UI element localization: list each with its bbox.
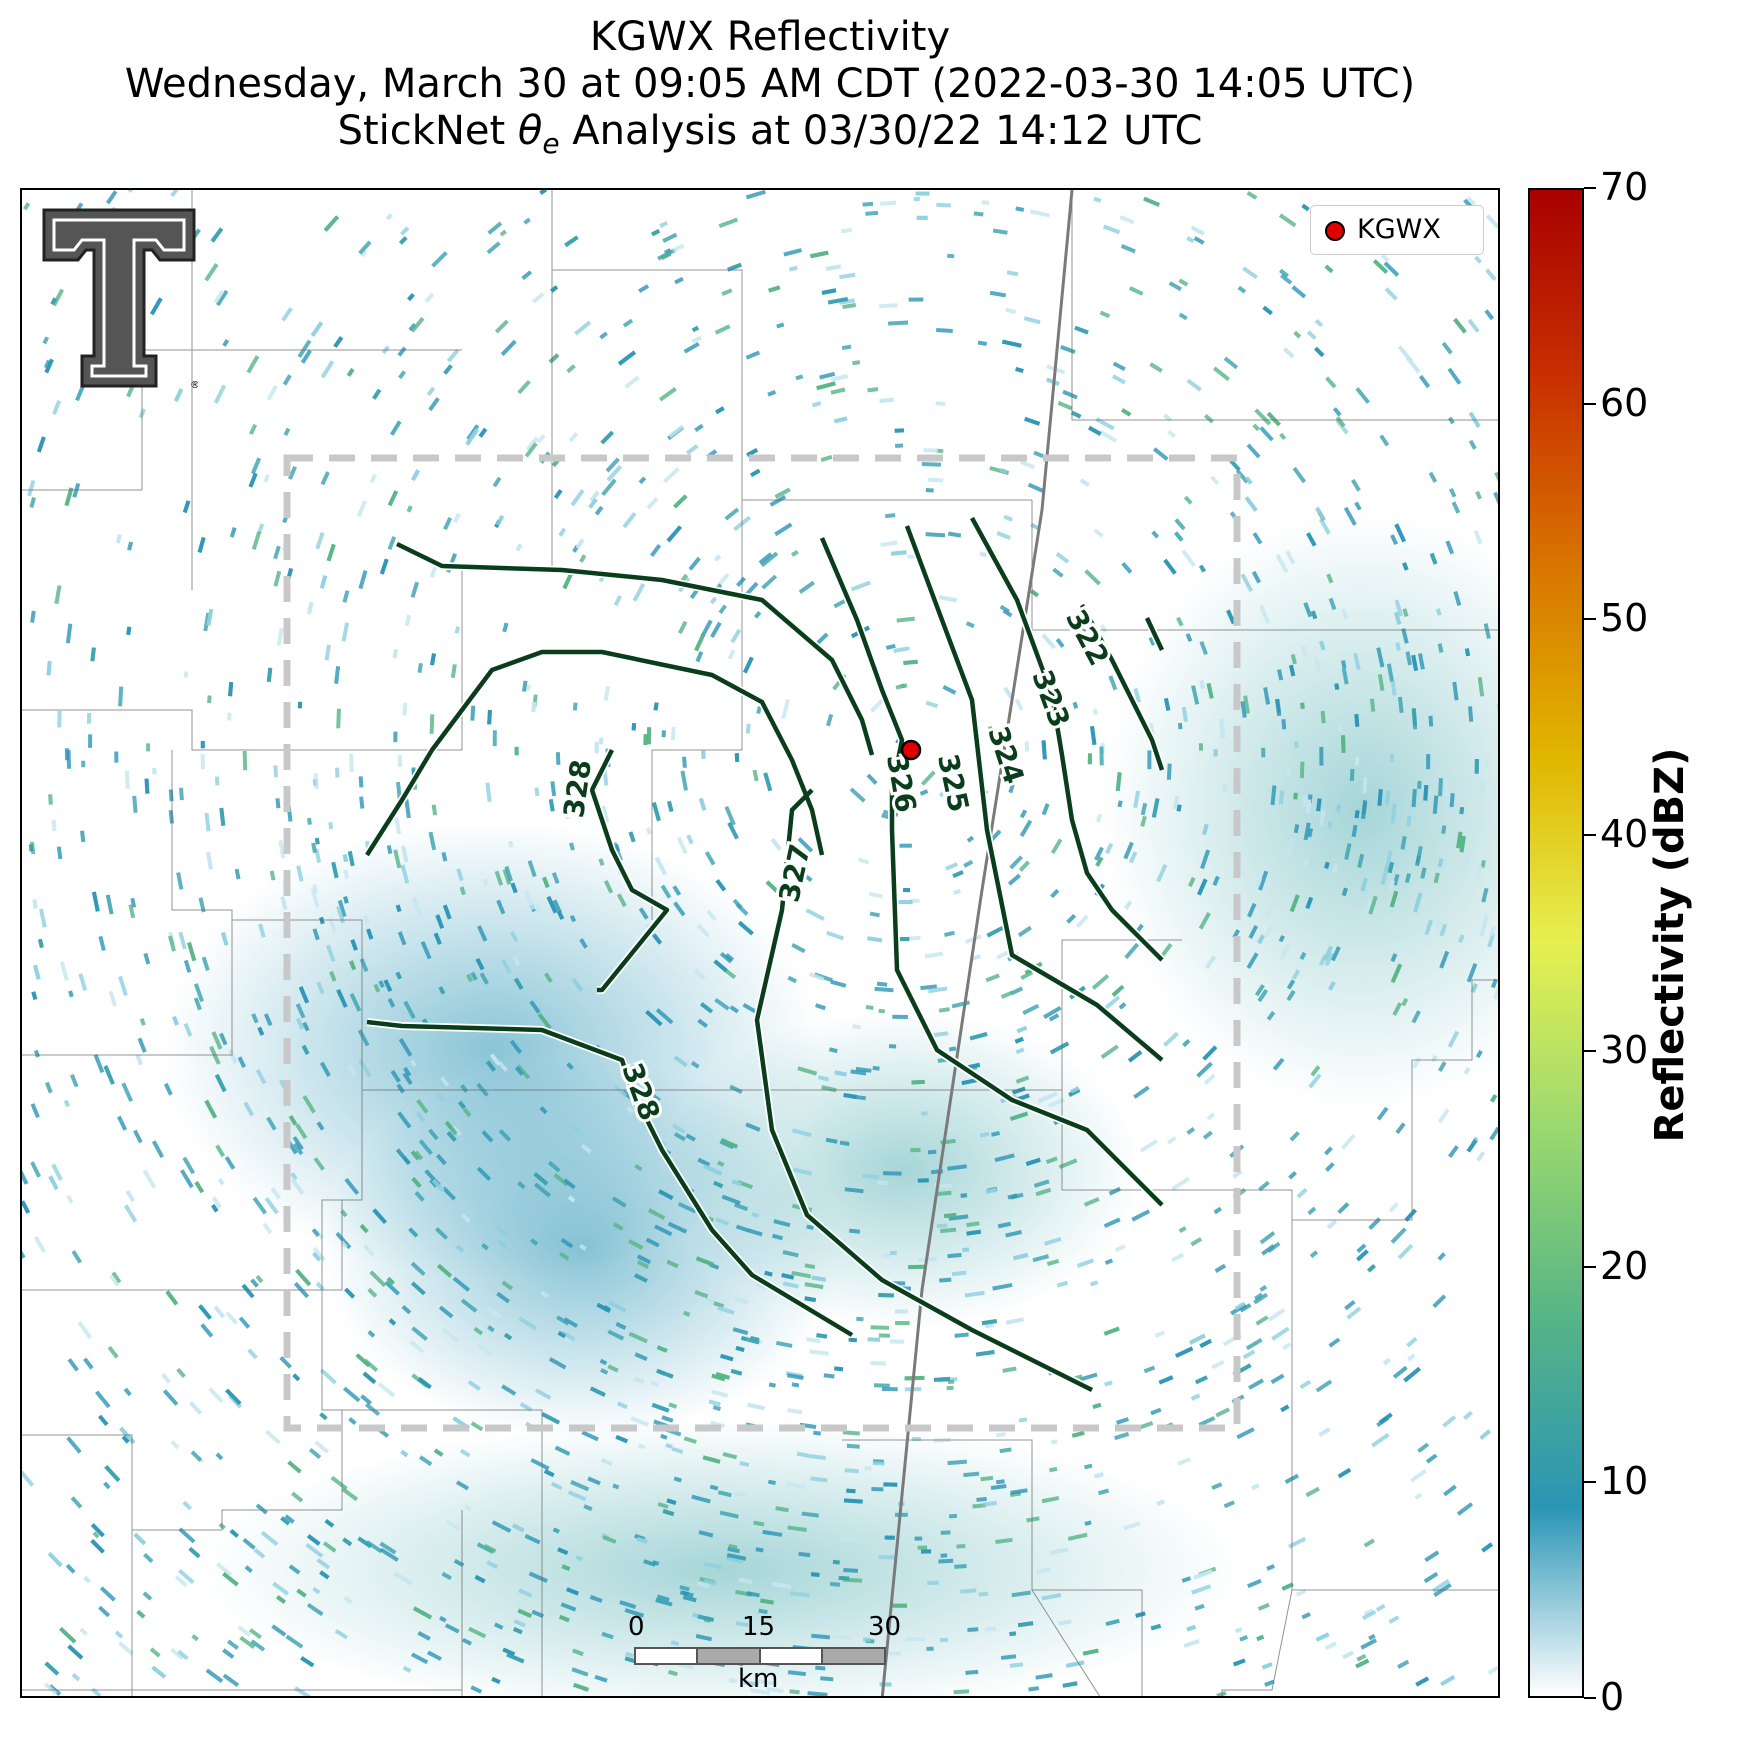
contour-label-327: 327: [772, 841, 816, 905]
figure-title: KGWX Reflectivity Wednesday, March 30 at…: [0, 14, 1540, 167]
colorbar-tick-mark: [1584, 1697, 1596, 1699]
colorbar-tick-label: 70: [1600, 165, 1649, 209]
distance-scale-bar: 0 15 30 km: [620, 1612, 901, 1698]
kgwx-radar-site-marker[interactable]: [900, 739, 922, 761]
theta-subscript: e: [542, 127, 560, 160]
county-boundaries: [22, 190, 1498, 1696]
colorbar-tick-mark: [1584, 1049, 1596, 1052]
colorbar-tick-mark: [1584, 1265, 1596, 1268]
radar-map: 322 323 324 325 326 327 328 328: [22, 190, 1498, 1696]
colorbar-tick-label: 20: [1600, 1243, 1649, 1288]
theta-symbol: θ: [517, 108, 543, 154]
title-line-3-suffix: Analysis at 03/30/22 14:12 UTC: [559, 108, 1203, 154]
contour-lines: [365, 516, 1165, 1393]
scale-tick-15: 15: [742, 1612, 776, 1642]
legend-label: KGWX: [1357, 214, 1441, 245]
contour-label-325: 325: [931, 751, 975, 815]
title-line-3: StickNet θe Analysis at 03/30/22 14:12 U…: [0, 108, 1540, 167]
legend-marker-icon: [1325, 221, 1345, 241]
registered-mark: ®: [190, 380, 198, 390]
title-line-2: Wednesday, March 30 at 09:05 AM CDT (202…: [124, 61, 1416, 107]
reflectivity-haze: [162, 510, 1498, 1696]
colorbar-tick-label: 10: [1600, 1459, 1649, 1504]
colorbar-tick-label: 50: [1600, 596, 1649, 641]
contour-label-324: 324: [981, 722, 1030, 788]
colorbar-tick-label: 0: [1600, 1675, 1625, 1719]
colorbar-tick-mark: [1584, 1481, 1596, 1484]
colorbar-tick-label: 30: [1600, 1027, 1649, 1072]
colorbar-tick-mark: [1584, 834, 1596, 837]
theta-e-contours: [363, 516, 1166, 1394]
colorbar-title: Reflectivity (dBZ): [1647, 747, 1693, 1143]
scale-unit: km: [738, 1664, 779, 1694]
analysis-domain-box: [283, 454, 1241, 1432]
colorbar-tick-mark: [1584, 618, 1596, 621]
colorbar-tick-label: 60: [1600, 380, 1649, 425]
contour-label-322: 322: [1059, 604, 1116, 671]
colorbar-tick-mark: [1584, 402, 1596, 405]
contour-label-323: 323: [1025, 666, 1076, 732]
scale-tick-30: 30: [868, 1612, 902, 1642]
contour-label-326: 326: [880, 752, 923, 815]
reflectivity-colorbar: [1528, 188, 1584, 1698]
colorbar-gradient: [1530, 190, 1582, 1696]
scale-tick-0: 0: [628, 1612, 645, 1642]
title-line-1: KGWX Reflectivity: [589, 14, 951, 60]
contour-label-328-upper: 328: [557, 757, 598, 819]
colorbar-tick-mark: [1584, 187, 1596, 189]
radar-map-panel[interactable]: 322 323 324 325 326 327 328 328: [20, 188, 1500, 1698]
colorbar-tick-label: 40: [1600, 812, 1649, 857]
texas-tech-logo: ®: [42, 208, 198, 390]
title-line-3-prefix: StickNet: [337, 108, 518, 154]
map-legend: KGWX: [1310, 205, 1484, 255]
